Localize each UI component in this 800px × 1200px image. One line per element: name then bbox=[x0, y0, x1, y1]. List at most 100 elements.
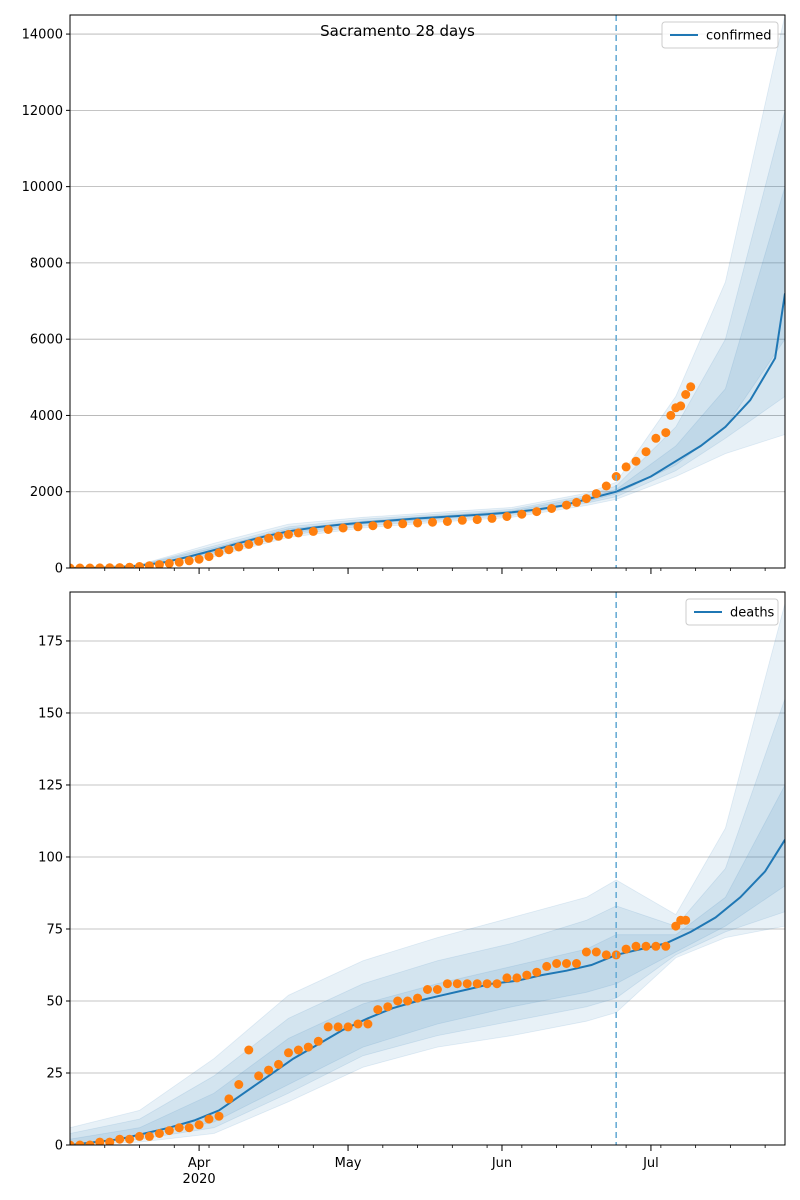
observed-data-point bbox=[303, 1042, 313, 1052]
observed-data-point bbox=[264, 533, 274, 543]
observed-data-point bbox=[517, 509, 527, 519]
observed-data-point bbox=[581, 494, 591, 504]
y-tick-label: 10000 bbox=[22, 180, 63, 195]
observed-data-point bbox=[70, 563, 75, 568]
observed-data-point bbox=[95, 563, 105, 568]
observed-data-point bbox=[284, 1048, 293, 1058]
observed-data-point bbox=[413, 993, 423, 1003]
observed-data-point bbox=[442, 517, 452, 526]
observed-data-point bbox=[174, 557, 184, 567]
observed-data-point bbox=[125, 1134, 135, 1144]
observed-data-point bbox=[373, 1005, 383, 1015]
legend: confirmed bbox=[661, 21, 779, 49]
observed-data-point bbox=[224, 1094, 234, 1104]
observed-data-point bbox=[194, 1120, 204, 1130]
observed-data-point bbox=[542, 961, 552, 971]
observed-data-point bbox=[428, 517, 437, 527]
observed-data-point bbox=[502, 973, 512, 983]
observed-data-point bbox=[383, 520, 393, 529]
plot-area bbox=[70, 15, 785, 568]
observed-data-point bbox=[244, 1045, 254, 1055]
observed-data-point bbox=[293, 1045, 303, 1055]
observed-data-point bbox=[393, 996, 403, 1006]
observed-data-point bbox=[621, 462, 631, 472]
observed-data-point bbox=[353, 522, 363, 532]
legend: deaths bbox=[685, 598, 779, 626]
observed-data-point bbox=[472, 979, 482, 989]
y-tick-label: 150 bbox=[38, 706, 63, 721]
observed-data-point bbox=[591, 947, 601, 957]
y-tick-label: 14000 bbox=[22, 28, 63, 43]
y-tick-label: 8000 bbox=[30, 256, 63, 271]
x-tick-sublabel: 2020 bbox=[183, 1172, 216, 1187]
uncertainty-band bbox=[70, 698, 785, 1145]
observed-data-point bbox=[343, 1022, 353, 1032]
observed-data-point bbox=[562, 959, 571, 968]
observed-data-point bbox=[572, 497, 581, 507]
model-median-line bbox=[70, 839, 785, 1145]
y-tick-label: 12000 bbox=[22, 104, 63, 119]
observed-data-point bbox=[442, 979, 452, 989]
observed-data-point bbox=[274, 531, 283, 541]
observed-data-point bbox=[184, 1123, 194, 1133]
observed-data-point bbox=[95, 1137, 105, 1145]
uncertainty-band bbox=[70, 784, 785, 1145]
uncertainty-band bbox=[70, 603, 785, 1145]
x-tick-label: Jul bbox=[642, 1156, 659, 1171]
observed-data-point bbox=[85, 1140, 95, 1145]
x-tick-label: May bbox=[335, 1156, 362, 1171]
observed-data-point bbox=[75, 1140, 85, 1145]
observed-data-point bbox=[368, 521, 378, 531]
y-tick-label: 6000 bbox=[30, 333, 63, 348]
observed-data-point bbox=[284, 529, 293, 539]
observed-data-point bbox=[532, 967, 542, 977]
observed-data-point bbox=[383, 1002, 393, 1012]
observed-data-point bbox=[184, 556, 194, 566]
observed-data-point bbox=[135, 1131, 144, 1141]
y-tick-label: 25 bbox=[46, 1066, 63, 1081]
uncertainty-band bbox=[70, 186, 785, 568]
axes-frame bbox=[69, 591, 786, 1146]
observed-data-point bbox=[676, 401, 686, 411]
observed-data-point bbox=[125, 562, 135, 568]
y-tick-label: 0 bbox=[55, 1139, 63, 1154]
observed-data-point bbox=[154, 1129, 164, 1138]
observed-data-point bbox=[234, 542, 244, 552]
observed-data-point bbox=[641, 447, 651, 457]
x-tick-label: Jun bbox=[491, 1156, 512, 1171]
observed-data-point bbox=[293, 528, 303, 538]
observed-data-point bbox=[631, 941, 641, 951]
observed-data-point bbox=[224, 545, 234, 555]
y-tick-label: 100 bbox=[38, 850, 63, 865]
y-tick-label: 175 bbox=[38, 634, 63, 649]
y-tick-label: 50 bbox=[46, 994, 63, 1009]
observed-data-point bbox=[487, 513, 497, 523]
observed-data-point bbox=[398, 519, 408, 529]
observed-data-point bbox=[323, 525, 333, 534]
observed-data-point bbox=[686, 382, 696, 392]
observed-data-point bbox=[204, 1114, 214, 1124]
observed-data-point bbox=[522, 970, 532, 980]
observed-data-point bbox=[651, 433, 661, 443]
observed-data-point bbox=[174, 1123, 184, 1133]
observed-data-point bbox=[462, 979, 472, 989]
observed-data-point bbox=[274, 1059, 283, 1069]
observed-data-point bbox=[105, 1137, 115, 1145]
observed-data-point bbox=[234, 1080, 244, 1089]
observed-data-point bbox=[85, 563, 95, 568]
observed-data-point bbox=[482, 979, 492, 989]
observed-data-point bbox=[135, 562, 144, 568]
observed-data-point bbox=[164, 558, 174, 568]
observed-data-point bbox=[164, 1126, 174, 1136]
confirmed-panel: 0 2000 4000 6000 8000 10000 12000 14000 Sacramen… bbox=[22, 14, 786, 577]
observed-data-point bbox=[105, 563, 115, 568]
observed-data-point bbox=[308, 526, 318, 536]
observed-data-point bbox=[572, 959, 581, 968]
observed-data-point bbox=[313, 1036, 323, 1046]
observed-data-point bbox=[115, 1134, 125, 1144]
observed-data-point bbox=[254, 1071, 264, 1081]
observed-data-point bbox=[681, 915, 691, 925]
observed-data-point bbox=[254, 536, 264, 546]
observed-data-point bbox=[70, 1140, 75, 1145]
